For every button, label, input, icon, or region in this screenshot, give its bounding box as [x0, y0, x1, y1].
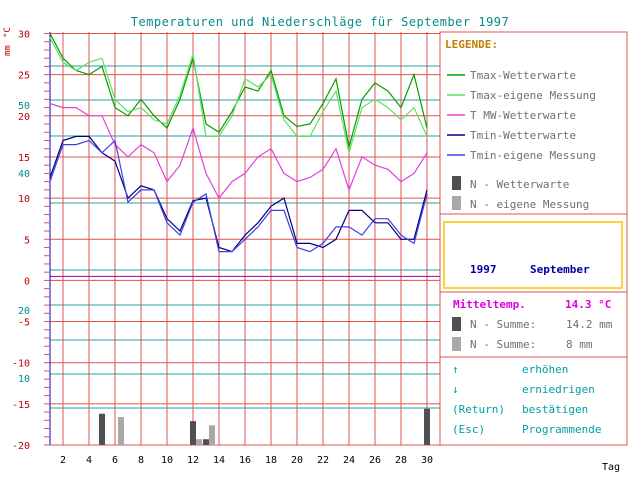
x-tick-label: 4 [86, 455, 92, 466]
series-line-tminwetterwarte [49, 135, 428, 253]
x-tick-label: 2 [60, 455, 66, 466]
x-tick-label: 24 [343, 455, 355, 466]
chart-grid [49, 31, 628, 446]
x-tick-label: 30 [421, 455, 433, 466]
series-line-tmwwetterwarte [49, 102, 428, 200]
precip-tick-label: 50 [18, 101, 30, 112]
x-tick-label: 10 [161, 455, 173, 466]
precip-bar-wetterwarte [190, 421, 196, 445]
temp-tick-label: 25 [18, 71, 30, 82]
temp-tick-label: -5 [18, 318, 30, 329]
n-summe-own-label: N - Summe: [470, 338, 536, 351]
x-tick-label: 18 [265, 455, 277, 466]
legend-label: Tmax-Wetterwarte [470, 69, 576, 82]
series-line-tmineigenemessung [49, 139, 428, 253]
legend-label: N - eigene Messung [470, 198, 589, 211]
x-tick-label: 14 [213, 455, 225, 466]
x-axis-label: Tag [602, 462, 620, 473]
legend-header: LEGENDE: [445, 38, 498, 51]
n-summe-ww-swatch [452, 317, 461, 331]
legend-label: Tmin-eigene Messung [470, 149, 596, 162]
date-month: September [530, 263, 590, 276]
n-summe-own-value: 8 mm [566, 338, 593, 351]
help-action: erniedrigen [522, 383, 595, 396]
temp-tick-label: -20 [12, 441, 30, 452]
precip-bar-wetterwarte [203, 439, 209, 445]
temp-lines [49, 33, 428, 253]
x-tick-label: 26 [369, 455, 381, 466]
help-action: Programmende [522, 423, 601, 436]
mittel-value: 14.3 °C [565, 298, 611, 311]
temp-tick-label: 15 [18, 153, 30, 164]
x-axis-ticks: 2 4 6 8 10 12 14 16 18 20 22 24 26 28 30 [60, 455, 433, 466]
help-key: (Return) [452, 403, 505, 416]
temp-tick-label: 20 [18, 112, 30, 123]
legend-items: Tmax-Wetterwarte Tmax-eigene Messung T MW-… [447, 69, 596, 211]
legend-label: T MW-Wetterwarte [470, 109, 576, 122]
x-tick-label: 20 [291, 455, 303, 466]
series-line-tmaxwetterwarte [49, 33, 428, 148]
date-box [443, 221, 623, 289]
x-tick-label: 8 [138, 455, 144, 466]
date-year: 1997 [470, 263, 497, 276]
x-tick-label: 16 [239, 455, 251, 466]
help-action: erhöhen [522, 363, 568, 376]
temp-tick-label: 5 [24, 235, 30, 246]
help-keys: ↑ erhöhen ↓ erniedrigen (Return) bestätigen (E… [452, 363, 601, 436]
legend-panel: LEGENDE: Tmax-Wetterwarte Tmax-eigene Mes… [445, 38, 596, 211]
x-tick-label: 12 [187, 455, 199, 466]
precip-tick-label: 40 [18, 169, 30, 180]
chart-title: Temperaturen und Niederschläge für Septe… [131, 15, 510, 29]
legend-label: Tmin-Wetterwarte [470, 129, 576, 142]
panel-frame [439, 31, 628, 446]
precip-bar-wetterwarte [99, 413, 105, 445]
precip-tick-label: 20 [18, 306, 30, 317]
x-tick-label: 28 [395, 455, 407, 466]
precip-unit: mm [3, 45, 13, 56]
temp-tick-label: -10 [12, 359, 30, 370]
legend-label: N - Wetterwarte [470, 178, 569, 191]
help-key: ↑ [452, 363, 459, 376]
help-key: (Esc) [452, 423, 485, 436]
precip-bar-eigene [196, 439, 202, 445]
temp-unit: °C [3, 27, 13, 38]
n-summe-ww-value: 14.2 mm [566, 318, 613, 331]
mittel-label: Mitteltemp. [453, 298, 526, 311]
series-line-tmaxeigenemessung [49, 37, 428, 153]
x-tick-label: 22 [317, 455, 329, 466]
precip-bars [99, 408, 430, 445]
precip-bar-eigene [209, 425, 215, 445]
temp-tick-label: 10 [18, 194, 30, 205]
precip-bar-wetterwarte [424, 408, 430, 445]
x-tick-label: 6 [112, 455, 118, 466]
precip-bar-eigene [118, 417, 124, 445]
legend-swatch [452, 196, 461, 210]
help-key: ↓ [452, 383, 459, 396]
temp-tick-label: 0 [24, 276, 30, 287]
legend-swatch [452, 176, 461, 190]
help-action: bestätigen [522, 403, 588, 416]
precip-tick-label: 10 [18, 374, 30, 385]
n-summe-own-swatch [452, 337, 461, 351]
temp-tick-label: -15 [12, 400, 30, 411]
legend-label: Tmax-eigene Messung [470, 89, 596, 102]
n-summe-ww-label: N - Summe: [470, 318, 536, 331]
temp-tick-label: 30 [18, 30, 30, 41]
